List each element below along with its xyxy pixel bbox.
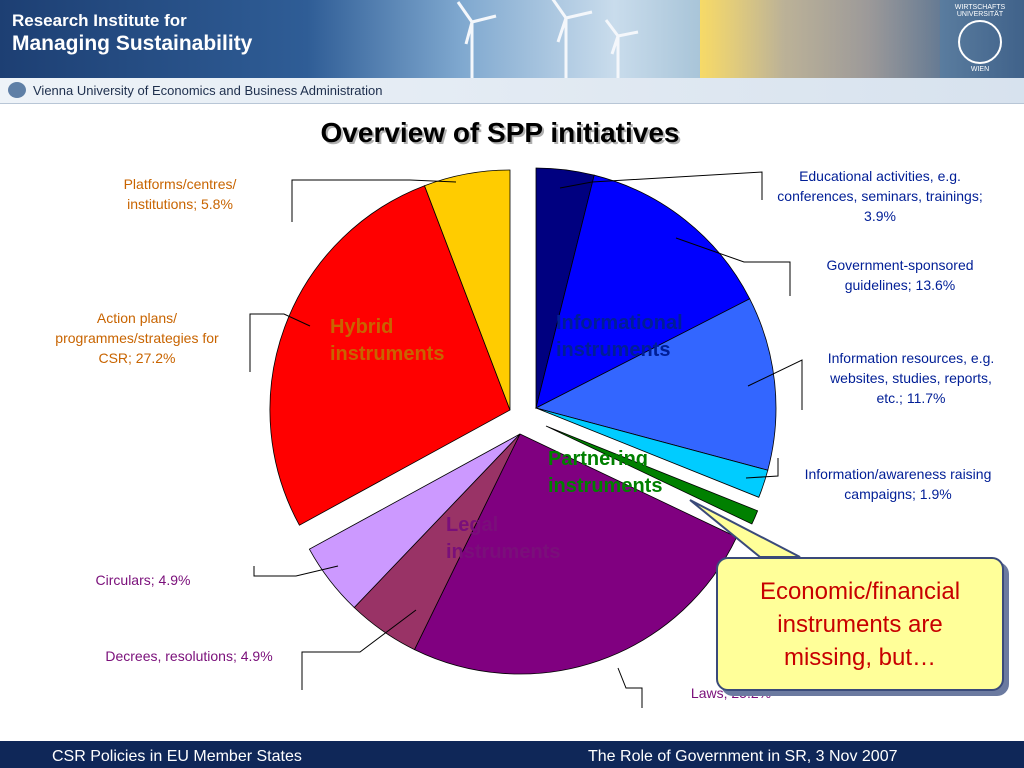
label-circulars: Circulars; 4.9% <box>95 572 191 588</box>
leader-line-6 <box>301 609 417 690</box>
leader-line-5 <box>617 667 643 708</box>
callout-text: Economic/financial instruments are missi… <box>759 577 961 671</box>
label-resources: Information resources, e.g. websites, st… <box>827 350 995 406</box>
label-campaigns: Information/awareness raising campaigns;… <box>804 466 992 502</box>
seal-text-bottom: WIEN <box>970 66 990 73</box>
pie-slice-4 <box>535 407 769 498</box>
leader-line-7 <box>253 565 339 577</box>
label-action-plans: Action plans/ programmes/strategies for … <box>55 310 219 366</box>
leader-line-8 <box>249 313 311 372</box>
group-label-informational: Informational instruments <box>556 310 683 364</box>
group-label-informational-line1: Informational <box>556 312 683 334</box>
leader-line-3 <box>747 359 803 410</box>
university-seal-logo: WIRTSCHAFTS UNIVERSITÄT WIEN <box>942 4 1018 74</box>
label-platforms: Platforms/centres/ institutions; 5.8% <box>123 176 237 212</box>
leader-line-1 <box>559 171 763 200</box>
group-label-legal-line1: Legal <box>446 514 499 536</box>
slide-title: Overview of SPP initiatives <box>320 117 680 148</box>
pie-slice-2 <box>535 174 751 409</box>
group-label-legal-line2: instruments <box>446 541 561 563</box>
group-label-informational-line2: instruments <box>556 339 671 361</box>
footer-left-text: CSR Policies in EU Member States <box>52 748 302 765</box>
group-label-legal: Legal instruments <box>446 512 560 566</box>
label-educational: Educational activities, e.g. conferences… <box>777 168 983 224</box>
pie-slice-8 <box>308 433 521 609</box>
group-label-hybrid-line1: Hybrid <box>330 316 394 338</box>
header-banner: Research Institute for Managing Sustaina… <box>0 0 1024 78</box>
leader-lines <box>249 171 803 708</box>
leader-line-4 <box>745 458 779 479</box>
group-label-hybrid-line2: instruments <box>330 343 445 365</box>
pie-slice-9 <box>269 185 511 526</box>
wind-turbines-image <box>456 0 639 78</box>
pie-slice-6 <box>413 433 738 675</box>
pie-slice-10 <box>423 169 511 411</box>
students-photo <box>700 0 940 78</box>
pie-slice-5 <box>545 425 759 525</box>
seal-text-top: WIRTSCHAFTS UNIVERSITÄT <box>954 4 1006 18</box>
footer-bar: CSR Policies in EU Member States The Rol… <box>0 741 1024 768</box>
footer-right-text: The Role of Government in SR, 3 Nov 2007 <box>588 748 898 765</box>
pie-slices <box>269 167 777 675</box>
university-logo-icon <box>8 82 26 98</box>
group-label-hybrid: Hybrid instruments <box>330 314 444 368</box>
seal-ring <box>958 20 1002 64</box>
org-name-line1: Research Institute for <box>12 11 187 30</box>
leader-line-9 <box>291 179 457 222</box>
university-name: Vienna University of Economics and Busin… <box>33 83 383 98</box>
label-decrees: Decrees, resolutions; 4.9% <box>105 648 273 664</box>
label-guidelines: Government-sponsored guidelines; 13.6% <box>826 257 974 293</box>
group-label-partnering: Partnering instruments <box>548 446 662 500</box>
university-bar: Vienna University of Economics and Busin… <box>0 78 1024 104</box>
group-label-partnering-line2: instruments <box>548 475 663 497</box>
group-label-partnering-line1: Partnering <box>548 448 649 470</box>
org-name-line2: Managing Sustainability <box>12 32 253 55</box>
pie-slice-3 <box>534 298 777 471</box>
leader-line-2 <box>675 237 791 296</box>
economic-instruments-callout: Economic/financial instruments are missi… <box>716 557 1004 691</box>
